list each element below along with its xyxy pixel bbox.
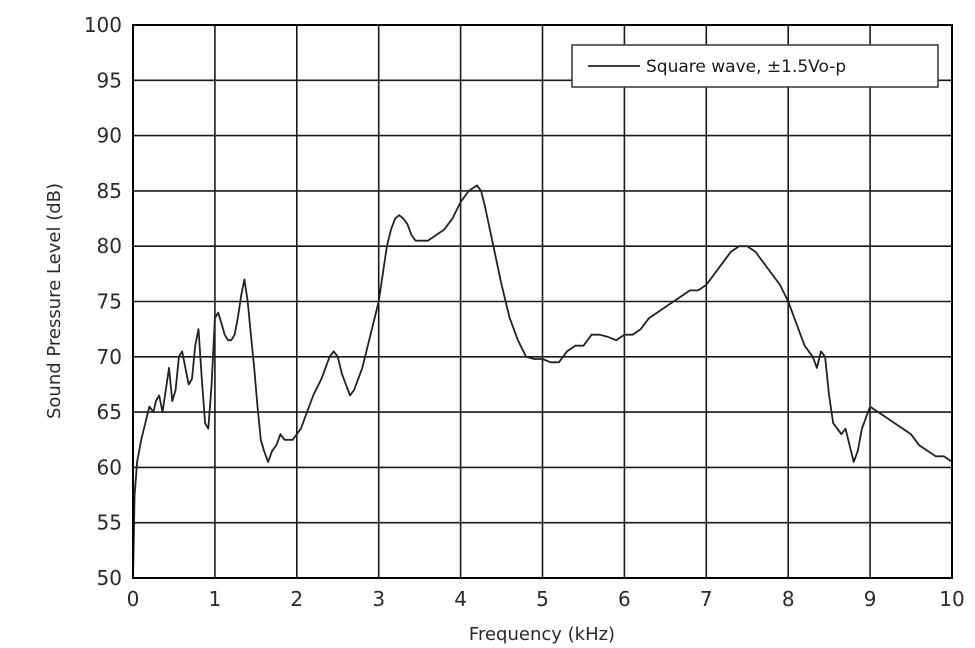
x-tick-label: 9 xyxy=(864,587,877,611)
plot-border xyxy=(132,24,953,579)
series-line-0 xyxy=(132,184,953,579)
grid-lines xyxy=(133,25,952,578)
x-tick-label: 10 xyxy=(939,587,964,611)
x-tick-label: 1 xyxy=(209,587,222,611)
legend-entry-label: Square wave, ±1.5Vo-p xyxy=(646,57,846,77)
x-tick-label: 5 xyxy=(536,587,549,611)
y-tick-label: 100 xyxy=(84,13,122,37)
x-tick-label: 2 xyxy=(290,587,303,611)
x-tick-label: 7 xyxy=(700,587,713,611)
x-tick-label: 0 xyxy=(127,587,140,611)
y-axis-title: Sound Pressure Level (dB) xyxy=(44,183,65,419)
y-tick-label: 80 xyxy=(97,234,122,258)
x-tick-label: 3 xyxy=(372,587,385,611)
y-tick-label: 55 xyxy=(97,511,122,535)
x-tick-label: 4 xyxy=(454,587,467,611)
y-tick-label: 50 xyxy=(97,566,122,590)
series-layer xyxy=(132,184,953,579)
legend: Square wave, ±1.5Vo-p xyxy=(571,44,939,88)
y-tick-label: 65 xyxy=(97,400,122,424)
y-tick-label: 60 xyxy=(97,455,122,479)
y-tick-label: 90 xyxy=(97,124,122,148)
y-tick-label: 70 xyxy=(97,345,122,369)
x-tick-label: 6 xyxy=(618,587,631,611)
tick-labels: 0 1 2 3 4 5 6 7 8 9 10 50 55 60 65 70 75 80 85 90 95 100 xyxy=(84,13,965,611)
y-tick-label: 95 xyxy=(97,68,122,92)
x-tick-label: 8 xyxy=(782,587,795,611)
y-tick-label: 75 xyxy=(97,290,122,314)
y-tick-label: 85 xyxy=(97,179,122,203)
x-axis-title: Frequency (kHz) xyxy=(469,624,615,645)
